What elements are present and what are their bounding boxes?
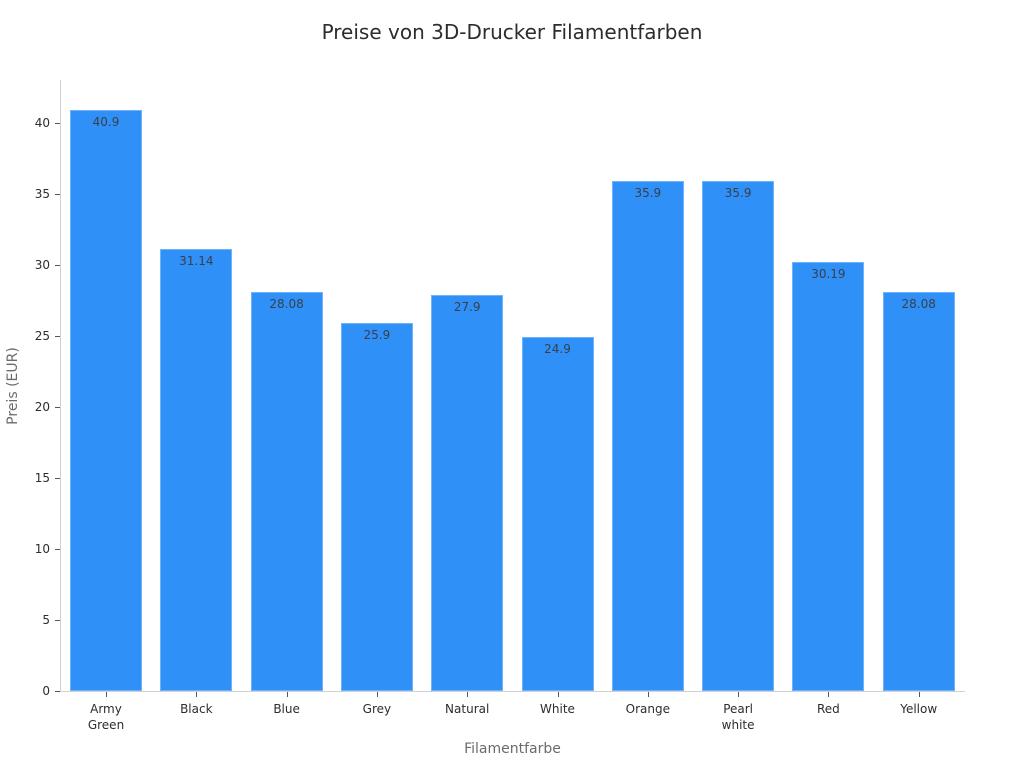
- x-tick-label: Red: [816, 702, 840, 716]
- y-tick-label: 10: [34, 542, 50, 556]
- bar-value-label: 25.9: [363, 328, 391, 343]
- bar-value-label: 28.08: [269, 297, 304, 312]
- x-tick-label: Black: [180, 702, 213, 716]
- y-tick-mark: [55, 194, 60, 195]
- y-tick: 20: [0, 400, 60, 421]
- x-tick-mark: [286, 692, 288, 697]
- chart-title: Preise von 3D-Drucker Filamentfarben: [321, 20, 703, 44]
- bar[interactable]: 27.9: [431, 294, 504, 691]
- y-tick-mark: [55, 265, 60, 266]
- x-tick-mark: [557, 692, 559, 697]
- x-tick-label: Yellow: [900, 702, 938, 716]
- y-tick-mark: [55, 691, 60, 692]
- x-tick-mark: [647, 692, 649, 697]
- bar-value-label: 28.08: [901, 297, 936, 312]
- y-tick-label: 5: [42, 613, 50, 627]
- x-tick-mark: [738, 692, 740, 697]
- x-tick-mark: [828, 692, 830, 697]
- y-tick-label: 0: [42, 684, 50, 698]
- y-axis-label: Preis (EUR): [5, 347, 21, 425]
- y-tick-label: 20: [34, 400, 50, 414]
- y-tick: 35: [0, 187, 60, 208]
- bar-value-label: 35.9: [634, 186, 662, 201]
- y-tick: 5: [0, 613, 60, 634]
- x-tick-label: White: [540, 702, 575, 716]
- bar[interactable]: 40.9: [70, 110, 142, 691]
- bar-value-label: 27.9: [453, 299, 481, 314]
- x-axis-label: Filamentfarbe: [464, 741, 561, 757]
- x-tick-mark: [467, 692, 469, 697]
- x-tick-label: Orange: [625, 702, 670, 716]
- y-tick-label: 25: [34, 329, 50, 343]
- bar[interactable]: 28.08: [250, 292, 323, 691]
- y-axis-line: [60, 80, 61, 692]
- y-tick-mark: [55, 123, 60, 124]
- y-tick-label: 40: [34, 116, 50, 130]
- bar[interactable]: 35.9: [611, 181, 684, 691]
- y-tick: 15: [0, 471, 60, 492]
- y-tick-mark: [55, 620, 60, 621]
- y-tick-label: 35: [34, 187, 50, 201]
- bar-value-label: 30.19: [811, 267, 846, 282]
- y-tick: 25: [0, 329, 60, 350]
- x-tick-mark: [376, 692, 378, 697]
- bar[interactable]: 31.14: [160, 248, 233, 691]
- x-axis-line: [60, 691, 965, 692]
- y-tick-mark: [55, 478, 60, 479]
- y-tick-mark: [55, 336, 60, 337]
- y-tick: 0: [0, 684, 60, 705]
- y-tick-label: 30: [34, 258, 50, 272]
- bar-value-label: 35.9: [724, 186, 752, 201]
- y-tick-mark: [55, 407, 60, 408]
- bar-value-label: 40.9: [92, 115, 120, 130]
- bar-value-label: 24.9: [544, 342, 571, 357]
- y-tick: 30: [0, 258, 60, 279]
- x-tick-label: Army Green: [87, 702, 125, 732]
- x-tick-label: Grey: [362, 702, 392, 716]
- bar[interactable]: 30.19: [792, 262, 865, 691]
- bar[interactable]: 28.08: [882, 292, 955, 691]
- y-tick: 10: [0, 542, 60, 563]
- bar[interactable]: 25.9: [340, 323, 413, 691]
- x-tick-mark: [106, 692, 107, 697]
- x-tick-label: Natural: [445, 702, 490, 716]
- bar[interactable]: 35.9: [702, 181, 775, 691]
- y-tick: 40: [0, 116, 60, 137]
- y-tick-mark: [55, 549, 60, 550]
- y-tick-label: 15: [34, 471, 50, 485]
- bar-value-label: 31.14: [179, 253, 214, 268]
- x-tick-label: Blue: [273, 702, 300, 716]
- bar[interactable]: 24.9: [521, 337, 594, 691]
- x-tick-mark: [196, 692, 198, 697]
- x-tick-mark: [918, 692, 920, 697]
- x-tick-label: Pearl white: [721, 702, 755, 732]
